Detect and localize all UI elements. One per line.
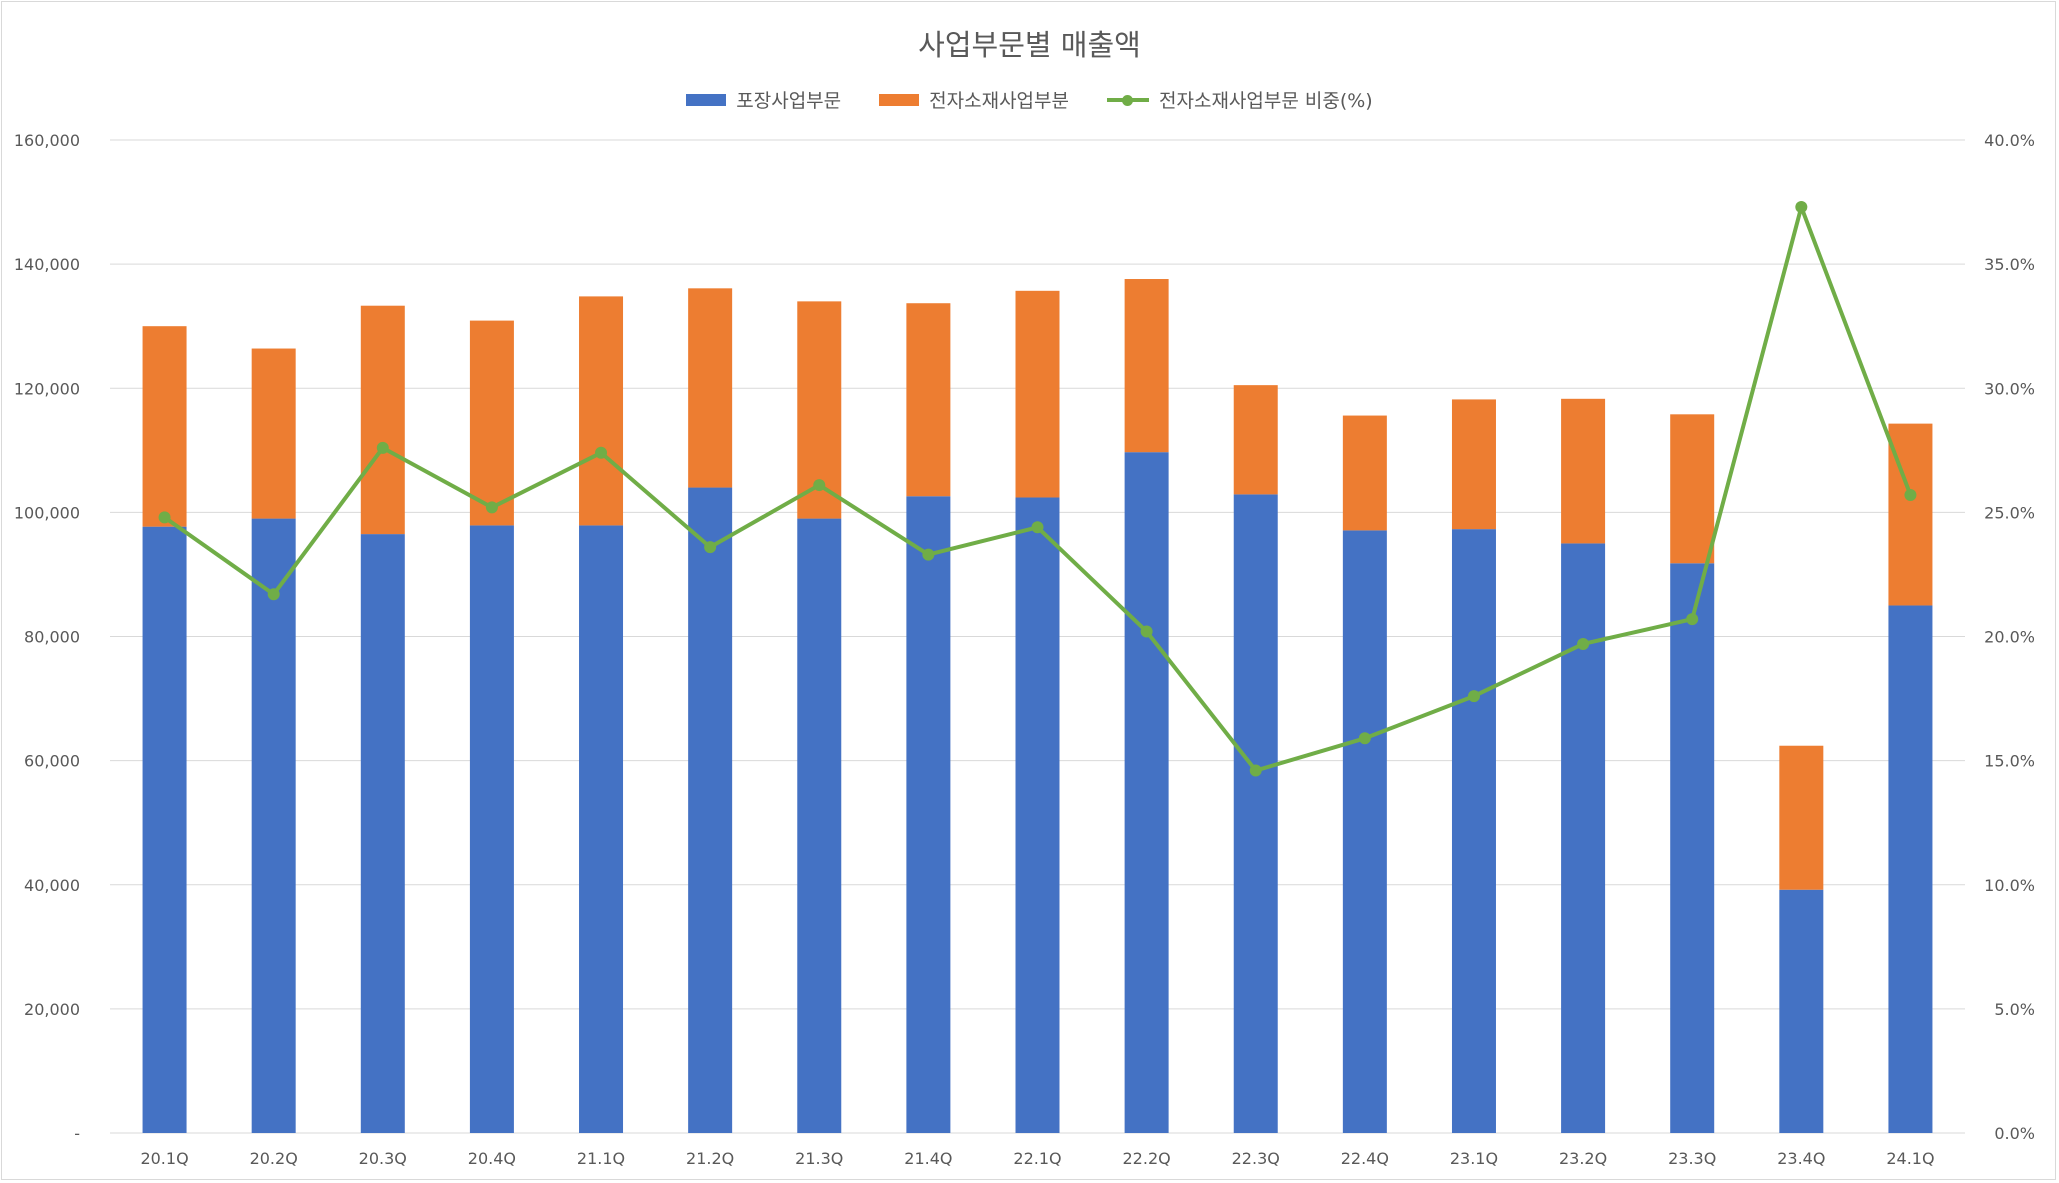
bar-packaging [1888,605,1933,1133]
bar-packaging [1124,452,1169,1133]
legend-label-ratio: 전자소재사업부문 비중(%) [1159,90,1373,112]
bar-packaging [360,534,405,1133]
ratio-point [1904,488,1917,501]
bar-electronic [688,288,733,488]
x-tick-label: 21.1Q [577,1149,625,1168]
x-tick-label: 23.3Q [1668,1149,1716,1168]
y-right-tick-label: 30.0% [1984,379,2035,398]
y-left-tick-label: 120,000 [14,379,80,398]
y-right-tick-label: 15.0% [1984,752,2035,771]
bar-packaging [1342,530,1387,1133]
y-left-tick-label: 40,000 [24,876,80,895]
ratio-point [1467,690,1480,703]
bar-electronic [1779,745,1824,890]
bar-electronic [469,320,514,526]
ratio-point [485,501,498,514]
bar-electronic [142,326,187,527]
bar-packaging [906,496,951,1133]
x-tick-label: 22.2Q [1123,1149,1171,1168]
ratio-point [267,588,280,601]
bar-electronic [1342,415,1387,531]
bar-electronic [579,296,624,526]
y-left-tick-label: 140,000 [14,255,80,274]
y-left-tick-label: 80,000 [24,628,80,647]
x-tick-label: 23.2Q [1559,1149,1607,1168]
ratio-point [1249,764,1262,777]
x-tick-label: 22.3Q [1232,1149,1280,1168]
legend-swatch-ratio [1107,93,1149,107]
bar-packaging [142,526,187,1133]
legend-swatch-electronic [879,93,920,106]
chart-title: 사업부문별 매출액 [918,28,1141,62]
y-right-tick-label: 25.0% [1984,503,2035,522]
bar-packaging [1451,529,1496,1133]
ratio-point [1031,521,1044,534]
ratio-point [813,479,826,492]
bar-packaging [1233,494,1278,1134]
bar-electronic [1561,398,1606,544]
x-tick-label: 24.1Q [1886,1149,1934,1168]
y-left-tick-label: 20,000 [24,1000,80,1019]
y-right-tick-label: 0.0% [1994,1124,2035,1143]
y-left-tick-label: - [74,1124,80,1143]
bar-electronic [1233,385,1278,495]
legend-item-ratio: 전자소재사업부문 비중(%) [1107,86,1373,113]
bar-electronic [1670,414,1715,564]
ratio-point [1577,637,1590,650]
bar-electronic [1015,290,1060,498]
y-right-tick-label: 10.0% [1984,876,2035,895]
ratio-point [1686,613,1699,626]
x-tick-label: 21.2Q [686,1149,734,1168]
legend-label-packaging: 포장사업부문 [736,90,842,112]
x-tick-label: 21.4Q [904,1149,952,1168]
x-tick-label: 20.4Q [468,1149,516,1168]
y-right-tick-label: 20.0% [1984,628,2035,647]
legend-item-packaging: 포장사업부문 [686,86,841,113]
y-right-tick-label: 5.0% [1994,1000,2035,1019]
y-left-tick-label: 100,000 [14,503,80,522]
bar-packaging [1670,563,1715,1133]
ratio-point [595,446,608,459]
ratio-point [922,548,935,561]
ratio-point [1795,201,1808,214]
legend-swatch-packaging [686,93,727,106]
bar-electronic [251,348,296,519]
bar-packaging [579,525,624,1133]
legend-item-electronic: 전자소재사업부분 [879,86,1069,113]
y-right-tick-label: 35.0% [1984,255,2035,274]
bar-packaging [1561,543,1606,1133]
y-right-tick-label: 40.0% [1984,131,2035,150]
x-tick-label: 20.1Q [140,1149,188,1168]
bar-packaging [797,518,842,1133]
bar-electronic [1124,279,1169,453]
y-left-tick-label: 60,000 [24,752,80,771]
x-tick-label: 20.2Q [250,1149,298,1168]
bar-electronic [360,305,405,535]
ratio-point [158,511,171,524]
bar-packaging [1779,889,1824,1133]
x-tick-label: 22.4Q [1341,1149,1389,1168]
legend-label-electronic: 전자소재사업부분 [929,90,1069,112]
x-tick-label: 21.3Q [795,1149,843,1168]
bar-packaging [251,518,296,1133]
legend: 포장사업부문 전자소재사업부분 전자소재사업부문 비중(%) [0,86,2059,113]
x-tick-label: 23.4Q [1777,1149,1825,1168]
bar-packaging [1015,497,1060,1134]
x-tick-label: 22.1Q [1013,1149,1061,1168]
ratio-point [1358,732,1371,745]
bar-electronic [906,303,951,497]
x-tick-label: 23.1Q [1450,1149,1498,1168]
bar-packaging [688,487,733,1133]
ratio-point [704,541,717,554]
bar-electronic [1451,399,1496,530]
ratio-point [376,441,389,454]
x-tick-label: 20.3Q [359,1149,407,1168]
bar-packaging [469,525,514,1133]
y-left-tick-label: 160,000 [14,131,80,150]
ratio-point [1140,625,1153,638]
